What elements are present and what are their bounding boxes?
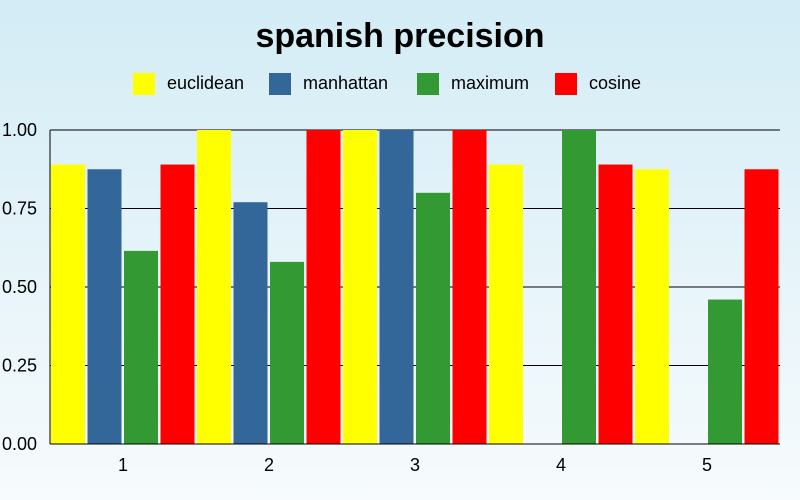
bar-cosine-2 xyxy=(306,130,341,444)
y-tick-label: 0.25 xyxy=(2,356,37,376)
bar-manhattan-3 xyxy=(379,130,414,444)
bar-euclidean-4 xyxy=(489,164,523,445)
y-tick-label: 0.75 xyxy=(2,199,37,219)
axes: 0.00 0.25 0.50 0.75 1.00 1 2 3 4 5 xyxy=(2,120,780,475)
bar-cosine-4 xyxy=(598,164,633,445)
bar-manhattan-2 xyxy=(233,202,268,444)
x-tick-label: 4 xyxy=(556,455,566,475)
bar-cosine-1 xyxy=(160,164,195,445)
bar-maximum-1 xyxy=(124,250,158,444)
bar-maximum-5 xyxy=(708,299,742,444)
x-tick-label: 1 xyxy=(118,455,128,475)
bar-euclidean-3 xyxy=(343,130,377,444)
bar-euclidean-1 xyxy=(51,164,85,445)
legend-label-cosine: cosine xyxy=(589,73,641,93)
bar-manhattan-1 xyxy=(87,169,122,444)
x-tick-label: 3 xyxy=(410,455,420,475)
bar-cosine-3 xyxy=(452,130,487,444)
x-tick-label: 2 xyxy=(264,455,274,475)
legend-label-maximum: maximum xyxy=(451,73,529,93)
y-tick-label: 1.00 xyxy=(2,120,37,140)
bar-maximum-3 xyxy=(416,192,450,444)
bar-maximum-2 xyxy=(270,261,304,444)
x-tick-label: 5 xyxy=(702,455,712,475)
legend-swatch-manhattan xyxy=(269,73,291,95)
grid-lines xyxy=(50,129,780,445)
bar-euclidean-5 xyxy=(635,169,669,444)
bar-euclidean-2 xyxy=(197,130,231,444)
bar-cosine-5 xyxy=(744,169,779,444)
chart-title: spanish precision xyxy=(255,17,544,55)
bars xyxy=(51,130,779,445)
legend-swatch-euclidean xyxy=(133,73,155,95)
bar-maximum-4 xyxy=(562,130,596,444)
y-tick-label: 0.50 xyxy=(2,277,37,297)
legend-label-manhattan: manhattan xyxy=(303,73,388,93)
legend-swatch-cosine xyxy=(555,73,577,95)
legend-swatch-maximum xyxy=(417,73,439,95)
y-tick-label: 0.00 xyxy=(2,434,37,454)
legend-label-euclidean: euclidean xyxy=(167,73,244,93)
legend: euclidean manhattan maximum cosine xyxy=(133,73,641,95)
